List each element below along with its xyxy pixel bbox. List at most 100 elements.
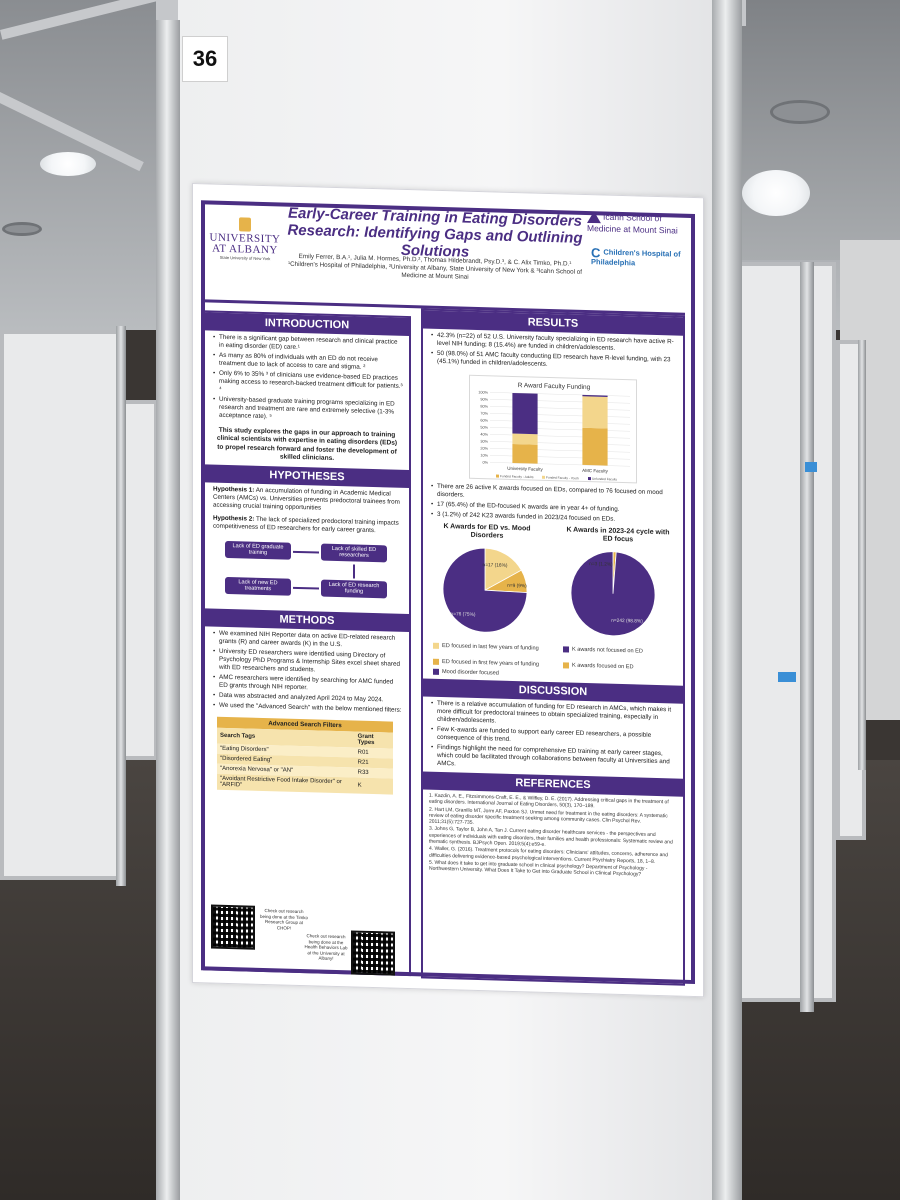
filter-table-header: Grant Types — [354, 731, 393, 749]
flow-box-skilled-researchers: Lack of skilled ED researchers — [321, 543, 387, 563]
flow-arrow-left — [293, 586, 319, 590]
flow-box-new-treatments: Lack of new ED treatments — [225, 576, 291, 596]
pie-data-label: n=3 (1.2%) — [589, 561, 613, 568]
pie-slice — [442, 547, 528, 633]
bar-legend-label: Funded Faculty - Youth — [546, 475, 579, 480]
legend-swatch — [433, 642, 439, 649]
bar-segment — [512, 392, 538, 435]
bar-chart-gridline — [490, 434, 630, 439]
methods-bullet: University ED researchers were identifie… — [213, 647, 403, 676]
pie2-legend-item: K awards focused on ED — [563, 662, 634, 670]
ceiling-right — [740, 0, 900, 260]
bar-chart-ytick: 80% — [480, 405, 488, 409]
k-awards-2023-24-pie: n=3 (1.2%) n=242 (98.8%) — [570, 551, 656, 637]
bar-chart-category-label: AMC Faculty — [582, 468, 608, 474]
legend-swatch — [433, 658, 439, 665]
bar-chart-ytick: 40% — [480, 433, 488, 437]
bar-chart-gridline — [490, 406, 630, 411]
discussion-bullets: There is a relative accumulation of fund… — [423, 696, 683, 778]
qr-note-right: Check out research being done at the Hea… — [304, 933, 348, 961]
bar-chart-ytick: 50% — [480, 426, 488, 430]
bar-chart-gridline — [490, 448, 630, 453]
ceiling-light-right — [742, 170, 810, 216]
results-bullets-top: 42.3% (n=22) of 52 U.S. University facul… — [423, 328, 683, 376]
legend-label: K awards not focused on ED — [572, 646, 643, 655]
flow-arrow-down — [353, 564, 355, 579]
pie-slice — [484, 547, 522, 591]
search-filter-table: Advanced Search Filters Search Tags Gran… — [217, 716, 393, 795]
k-awards-ed-vs-mood-pie: n=17 (16%) n=9 (9%) n=76 (75%) — [442, 547, 528, 633]
chop-logo-text: Children's Hospital of Philadelphia — [591, 247, 681, 267]
qr-code-right[interactable] — [351, 930, 395, 976]
bar-chart-ytick: 0% — [483, 461, 489, 465]
bar-legend-swatch — [496, 474, 499, 478]
legend-label: Mood disorder focused — [442, 668, 499, 677]
pie-slice — [570, 551, 656, 637]
qr-note-left: Check out research being done at the Tim… — [259, 908, 309, 931]
bar-chart-gridline — [490, 427, 630, 432]
bar-segment — [582, 394, 608, 398]
bar-legend-swatch — [588, 477, 591, 481]
mount-sinai-logo: Icahn School of Medicine at Mount Sinai — [587, 211, 687, 236]
hypothesis-flow-diagram: Lack of ED graduate training Lack of ski… — [211, 534, 403, 611]
introduction-bullets: There is a significant gap between resea… — [205, 330, 409, 429]
blue-tape-marker-1 — [805, 462, 817, 472]
pie2-title: K Awards in 2023-24 cycle with ED focus — [566, 526, 670, 544]
blue-tape-marker-2 — [778, 672, 796, 682]
results-bullets-bottom: There are 26 active K awards focused on … — [423, 479, 683, 529]
legend-label: K awards focused on ED — [572, 662, 634, 671]
legend-swatch — [563, 662, 569, 669]
bar-chart-title: R Award Faculty Funding — [518, 382, 591, 391]
booth-panel-right — [726, 262, 836, 1002]
r-award-bar-chart-svg: R Award Faculty Funding 0% 10% 20% 30% 40% 50%… — [478, 382, 630, 481]
bar-chart-ytick: 10% — [480, 454, 488, 458]
bar-chart-gridline — [490, 455, 630, 460]
booth-number-tag: 36 — [182, 36, 228, 82]
bar-segment — [582, 396, 608, 429]
pie-charts-area: K Awards for ED vs. Mood Disorders K Awa… — [423, 522, 683, 665]
pie-data-label: n=242 (98.8%) — [611, 618, 643, 625]
ualbany-logo-text: UNIVERSITY AT ALBANY — [209, 231, 281, 257]
mount-sinai-logo-text: Icahn School of Medicine at Mount Sinai — [587, 211, 678, 236]
ceiling-vent-right — [770, 100, 830, 124]
bar-chart-gridline — [490, 420, 630, 425]
flow-box-graduate-training: Lack of ED graduate training — [225, 540, 291, 560]
legend-label: ED focused in last few years of funding — [442, 642, 539, 652]
legend-swatch — [433, 668, 439, 675]
references-list: 1. Kazdin, A. E., Fitzsimmons-Craft, E. … — [423, 789, 683, 883]
intro-bullet: Only 6% to 35% ³ of clinicians use evide… — [213, 370, 403, 399]
bar-chart-ytick: 60% — [480, 419, 488, 423]
filter-grant-cell: K — [354, 777, 393, 795]
bar-chart-ytick: 70% — [480, 412, 488, 416]
ualbany-crest-icon — [239, 217, 251, 232]
qr-code-left[interactable] — [211, 904, 255, 950]
board-pole-left — [156, 20, 180, 1200]
pie2-legend-item: K awards not focused on ED — [563, 646, 643, 655]
legend-swatch — [563, 646, 569, 653]
discussion-bullet: Findings highlight the need for comprehe… — [431, 744, 677, 775]
poster-left-column: INTRODUCTION There is a significant gap … — [203, 310, 411, 977]
bar-chart-gridline — [490, 441, 630, 446]
flow-arrow-right — [293, 550, 319, 554]
ceiling-light-left — [40, 152, 96, 176]
ceiling-vent-left — [2, 222, 42, 236]
bar-chart-ytick: 20% — [480, 447, 488, 451]
bar-legend-label: Funded Faculty - Adults — [500, 474, 534, 479]
booth-panel-left — [0, 330, 122, 880]
pie-data-label: n=76 (75%) — [451, 611, 476, 618]
methods-bullets: We examined NIH Reporter data on active … — [205, 626, 409, 719]
booth-pole-right-far — [858, 340, 866, 770]
booth-pole-right — [800, 262, 814, 1012]
chop-logo: C Children's Hospital of Philadelphia — [591, 245, 691, 268]
bar-chart-category-label: University Faculty — [507, 466, 543, 472]
bar-segment — [512, 433, 538, 445]
hypothesis-2-label: Hypothesis 2: — [213, 514, 255, 523]
research-poster: UNIVERSITY AT ALBANY State University of… — [192, 183, 704, 998]
bar-legend-swatch — [542, 475, 545, 479]
bar-segment — [582, 427, 608, 466]
r-award-bar-chart: R Award Faculty Funding 0% 10% 20% 30% 40% 50%… — [469, 374, 637, 484]
intro-bullet: University-based graduate training progr… — [213, 396, 403, 425]
poster-header: UNIVERSITY AT ALBANY State University of… — [201, 196, 685, 316]
mount-sinai-mark-icon — [587, 211, 601, 223]
pie-data-label: n=9 (9%) — [507, 583, 527, 590]
